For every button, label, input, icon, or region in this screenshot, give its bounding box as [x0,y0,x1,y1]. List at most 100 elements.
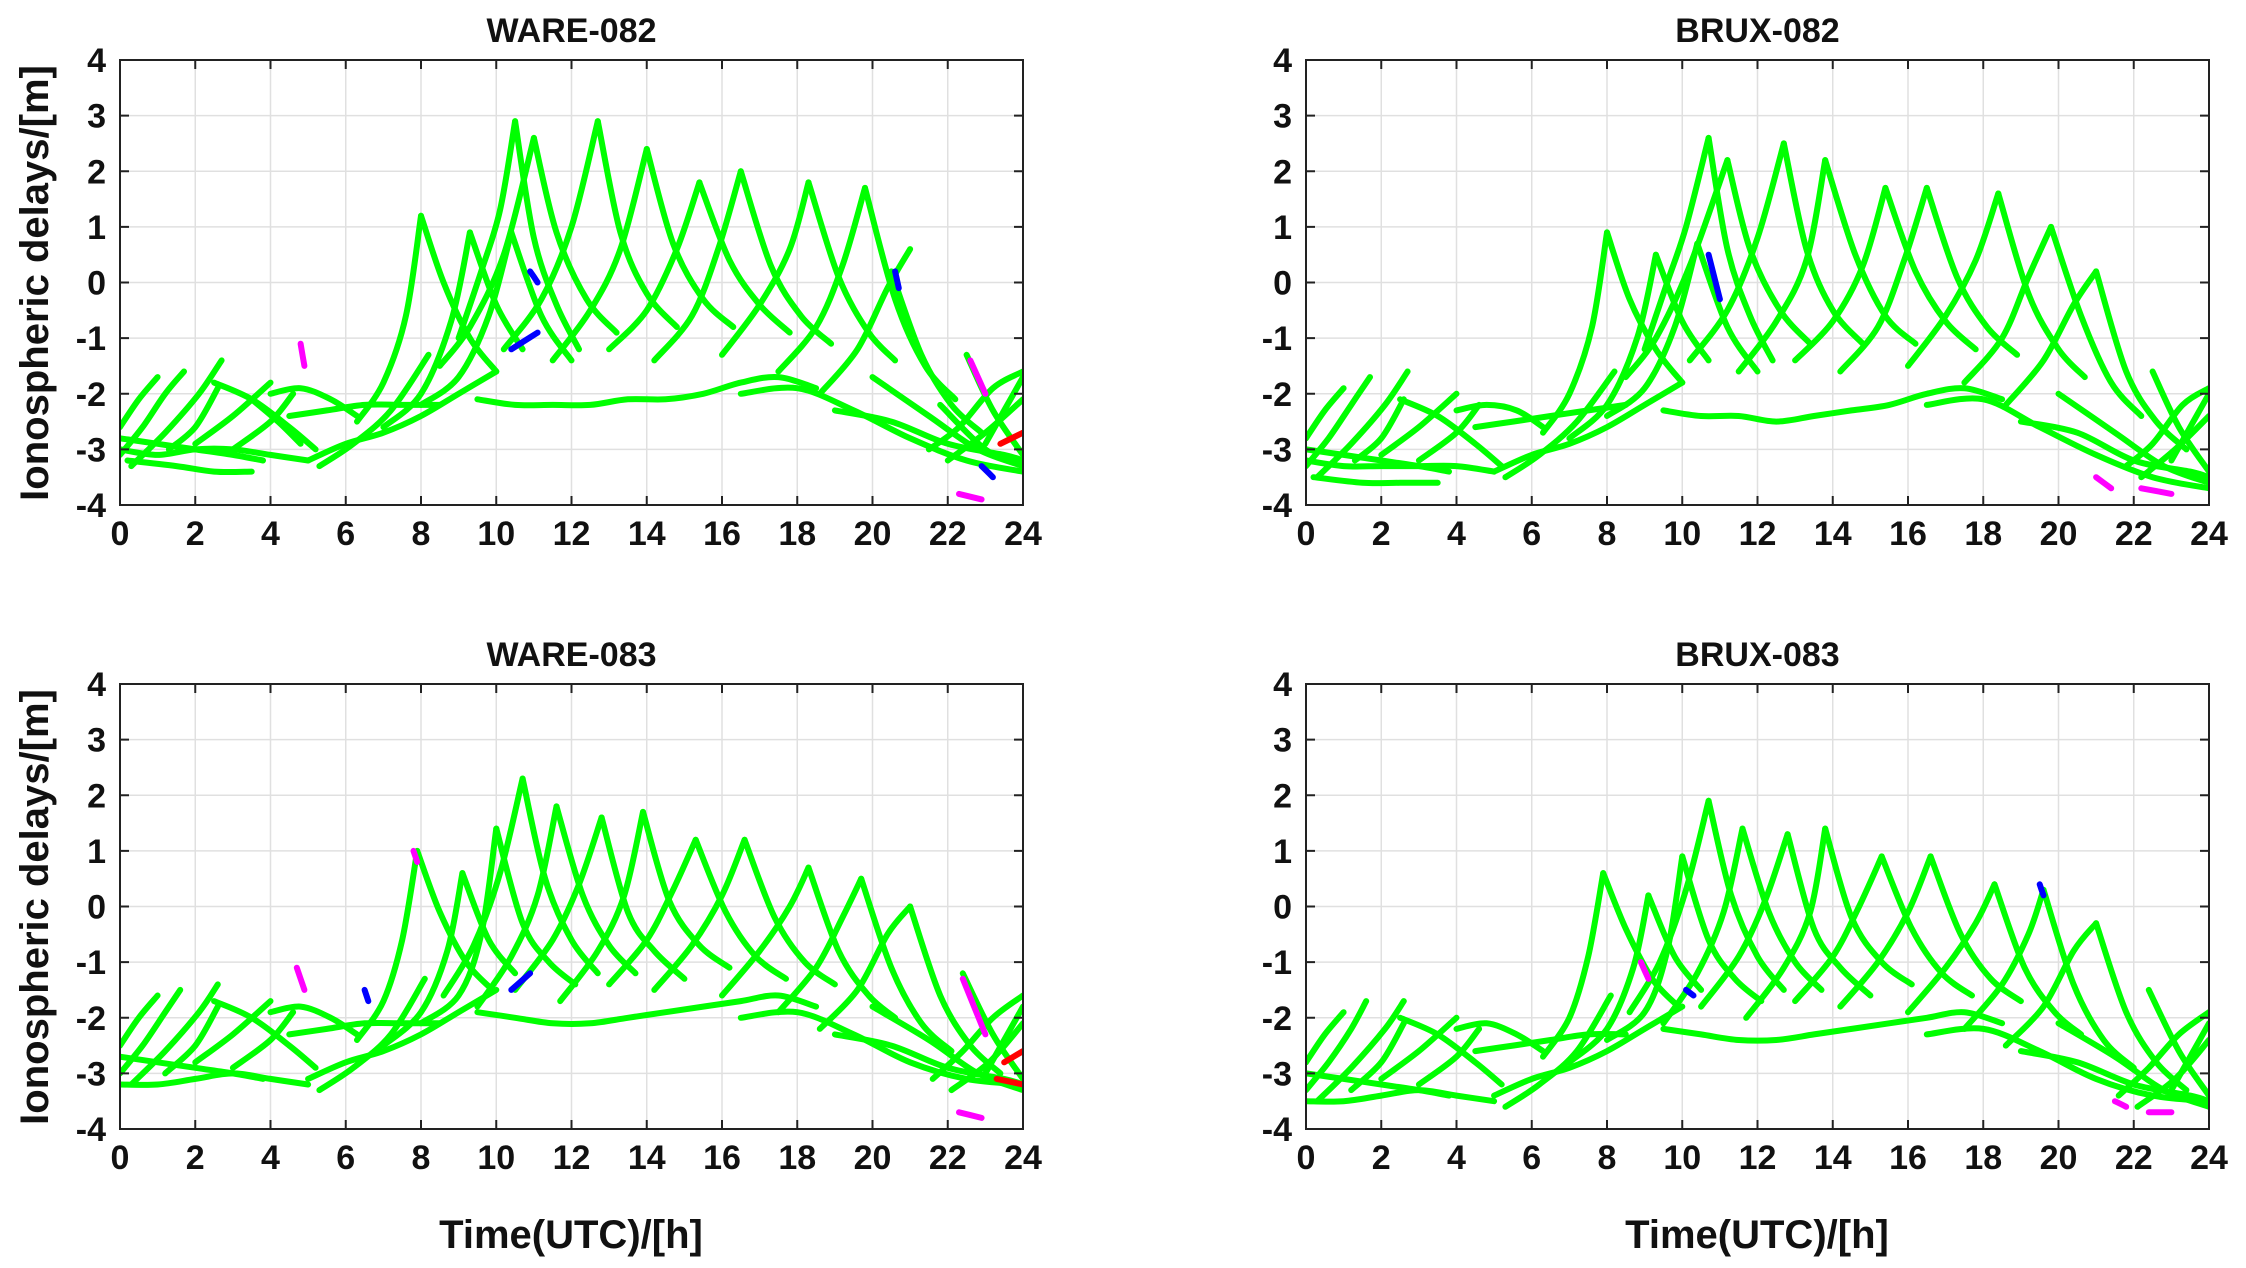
series-arc-blue [978,463,996,481]
x-tick-label: 4 [261,515,280,553]
series-arc [805,179,899,364]
series-arc [858,875,955,1055]
series-arc-red [997,429,1023,447]
series-arc-red [1001,1048,1023,1066]
y-tick-label: -3 [1262,431,1292,469]
series-arc-magenta [959,975,989,1038]
x-tick-label: 12 [1739,1139,1777,1177]
series-arc-magenta [1637,959,1652,982]
series-arc-magenta [2093,474,2115,492]
series-arc [549,146,650,364]
series-arc [440,775,526,999]
x-tick-label: 16 [1889,1139,1927,1177]
series-arc [455,118,519,342]
series-arc [519,775,601,977]
x-tick-label: 6 [336,515,355,553]
y-tick-label: 4 [1273,666,1292,704]
panel-ware-083: 0 2 4 6 8 10 12 14 16 18 20 22 2443210-1-2-3-4WARE-0… [76,636,1042,1177]
x-tick-label: 10 [1663,1139,1701,1177]
series-arc [124,457,255,476]
series-arc [474,803,560,1010]
series-arc [1348,1020,1407,1094]
series-arc-magenta [967,357,989,397]
series-arc [1991,881,2085,1038]
x-tick-label: 0 [1297,1139,1316,1177]
y-tick-label: 0 [87,265,106,303]
y-tick-label: 1 [1273,209,1292,247]
series-arc [1604,853,1686,1043]
series-arc [493,825,579,988]
y-tick-label: 3 [87,98,106,136]
y-tick-label: -1 [1262,320,1292,358]
series-arc-blue [1705,251,1723,303]
series-arc [1995,190,2088,381]
x-tick-label: 20 [854,1139,892,1177]
series-arc [869,1003,1023,1094]
x-tick-label: 4 [1447,515,1466,553]
series-arc [1472,401,1629,431]
series-arc [2055,390,2209,486]
y-tick-label: 2 [87,153,106,191]
series-arc-blue [508,329,541,353]
y-tick-label: 1 [1273,833,1292,871]
series-arc [418,825,500,1027]
y-tick-label: -3 [1262,1055,1292,1093]
series-arc-magenta [410,847,421,865]
series-arc [229,1009,297,1071]
series-arc [1306,1087,1498,1105]
series-arc [2149,368,2209,475]
y-tick-label: 0 [87,889,106,927]
y-tick-label: 3 [87,722,106,760]
series-arc [1822,825,1915,988]
series-arc [1923,395,2209,492]
series-arc [643,146,737,330]
y-tick-label: 3 [1273,98,1292,136]
x-tick-label: 2 [186,1139,205,1177]
series-arc [2055,1020,2209,1110]
series-arc-red [993,1075,1023,1088]
x-tick-label: 22 [2115,1139,2153,1177]
series-arc-magenta [2138,485,2175,497]
y-axis-label-bottom: Ionospheric delays/[m] [13,689,57,1125]
series-arc [1660,385,2006,425]
series-arc [120,1070,312,1088]
series-arc-magenta [956,490,985,503]
y-tick-label: -2 [1262,1000,1292,1038]
series-arc [598,814,688,982]
series-arc [775,875,865,1016]
series-arc [1314,998,1407,1105]
x-tick-label: 0 [111,1139,130,1177]
series-arc [816,903,914,1032]
series-arc [530,134,620,336]
x-tick-label: 14 [628,515,666,553]
series-arc [692,836,789,982]
series-arc [1905,190,2002,369]
series-arc [354,212,424,425]
series-arc [1724,157,1814,347]
x-tick-label: 14 [628,1139,666,1177]
series-arc [1306,1070,1452,1099]
series-arc [192,379,274,447]
series-arc [1660,825,1746,1027]
series-arc [1540,870,1607,1060]
x-tick-label: 16 [703,515,741,553]
series-arc [1306,998,1370,1094]
x-tick-label: 8 [412,515,431,553]
series-arc [1878,853,1975,999]
x-tick-label: 24 [2190,515,2228,553]
series-arc [1622,157,1731,381]
series-arc [1792,184,1889,364]
series-arc [120,374,161,431]
x-tick-label: 18 [778,1139,816,1177]
series-arc [816,246,914,397]
series-arc [1905,881,1998,1016]
series-arc [805,864,899,1021]
x-tick-label: 24 [2190,1139,2228,1177]
y-tick-label: 1 [87,833,106,871]
x-tick-label: 22 [929,1139,967,1177]
series-arc [248,396,304,447]
series-arc [229,390,297,453]
series-arc-blue [892,268,902,292]
series-arc [606,836,699,988]
x-tick-label: 8 [1598,515,1617,553]
